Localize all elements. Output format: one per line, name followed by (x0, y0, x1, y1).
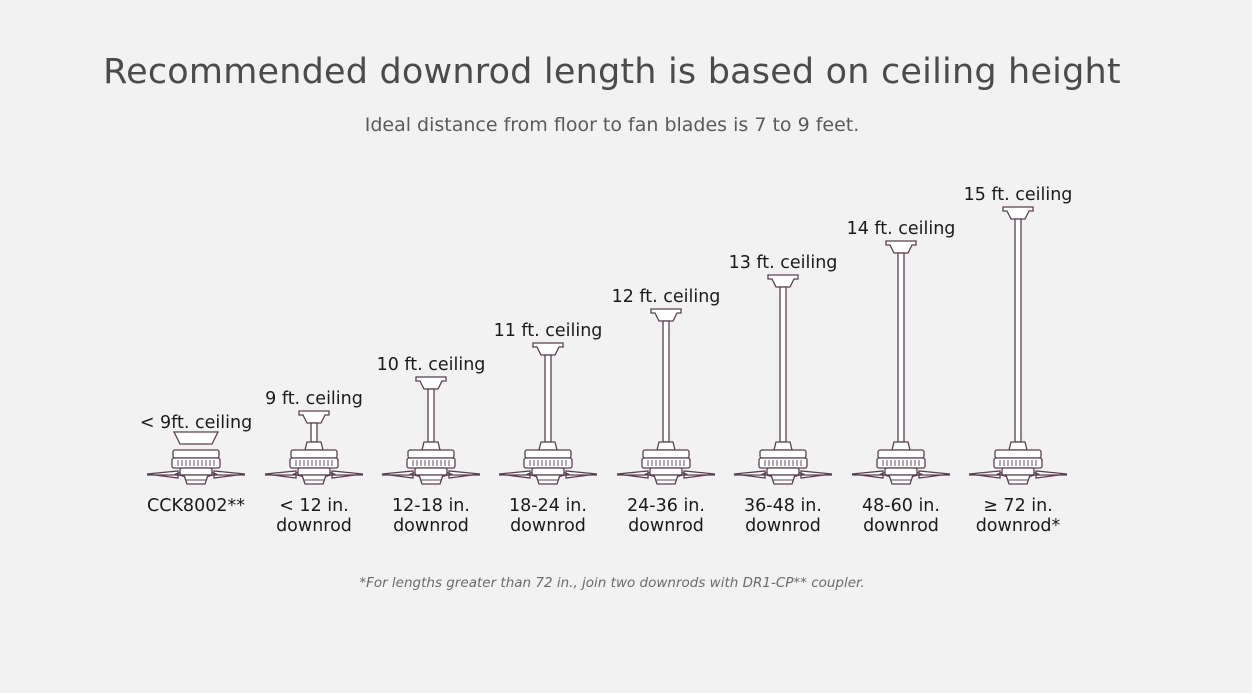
light-kit (1005, 474, 1031, 485)
fan-0: < 9ft. ceiling CCK8002** (140, 413, 252, 516)
light-kit (183, 474, 209, 485)
motor-housing (406, 457, 456, 469)
canopy (650, 308, 682, 322)
downrod-caption: downrod* (976, 516, 1061, 536)
ceiling-label: 11 ft. ceiling (494, 321, 603, 341)
fan-4: 12 ft. ceiling 24-36 in.downrod (612, 287, 721, 536)
ceiling-label: 15 ft. ceiling (964, 185, 1073, 205)
canopy (767, 274, 799, 288)
fan-1: 9 ft. ceiling < 12 in.downrod (264, 389, 364, 536)
ceiling-label: 13 ft. ceiling (729, 253, 838, 273)
motor-housing (171, 457, 221, 469)
fan-6: 14 ft. ceiling 48-60 in.downrod (847, 219, 956, 536)
collar (773, 441, 793, 451)
light-kit (301, 474, 327, 485)
page-title: Recommended downrod length is based on c… (103, 52, 1121, 92)
ceiling-label: < 9ft. ceiling (140, 413, 252, 433)
downrod-caption: ≥ 72 in. (983, 496, 1053, 516)
downrod (779, 286, 787, 443)
downrod-caption: downrod (510, 516, 586, 536)
downrod-caption: downrod (863, 516, 939, 536)
downrod-caption: downrod (393, 516, 469, 536)
canopy (415, 376, 447, 390)
collar (304, 441, 324, 451)
ceiling-label: 14 ft. ceiling (847, 219, 956, 239)
downrod (427, 388, 435, 443)
motor-housing (641, 457, 691, 469)
light-kit (888, 474, 914, 485)
motor-housing (876, 457, 926, 469)
collar (891, 441, 911, 451)
canopy (532, 342, 564, 356)
collar (538, 441, 558, 451)
downrod-caption: downrod (276, 516, 352, 536)
canopy (1002, 206, 1034, 220)
downrod (897, 252, 905, 443)
ceiling-label: 12 ft. ceiling (612, 287, 721, 307)
light-kit (653, 474, 679, 485)
motor-housing (993, 457, 1043, 469)
fan-3: 11 ft. ceiling 18-24 in.downrod (494, 321, 603, 536)
collar (421, 441, 441, 451)
downrod (662, 320, 670, 443)
motor-housing (523, 457, 573, 469)
downrod-caption: < 12 in. (279, 496, 349, 516)
light-kit (770, 474, 796, 485)
light-kit (418, 474, 444, 485)
canopy (172, 431, 220, 445)
downrod-caption: 36-48 in. (744, 496, 822, 516)
downrod (310, 422, 318, 443)
canopy (298, 410, 330, 424)
downrod-caption: downrod (628, 516, 704, 536)
collar (1008, 441, 1028, 451)
ceiling-label: 9 ft. ceiling (265, 389, 363, 409)
fan-7: 15 ft. ceiling ≥ 72 in.downrod* (964, 185, 1073, 536)
footnote: *For lengths greater than 72 in., join t… (359, 575, 865, 591)
page-subtitle: Ideal distance from floor to fan blades … (364, 114, 860, 136)
canopy (885, 240, 917, 254)
ceiling-label: 10 ft. ceiling (377, 355, 486, 375)
downrod-caption: CCK8002** (147, 496, 245, 516)
collar (656, 441, 676, 451)
downrod (1014, 218, 1022, 443)
downrod-caption: downrod (745, 516, 821, 536)
downrod-caption: 12-18 in. (392, 496, 470, 516)
fan-2: 10 ft. ceiling 12-18 in.downrod (377, 355, 486, 536)
light-kit (535, 474, 561, 485)
fan-5: 13 ft. ceiling 36-48 in.downrod (729, 253, 838, 536)
motor-housing (289, 457, 339, 469)
downrod-caption: 48-60 in. (862, 496, 940, 516)
downrod-caption: 24-36 in. (627, 496, 705, 516)
downrod (544, 354, 552, 443)
motor-housing (758, 457, 808, 469)
downrod-caption: 18-24 in. (509, 496, 587, 516)
